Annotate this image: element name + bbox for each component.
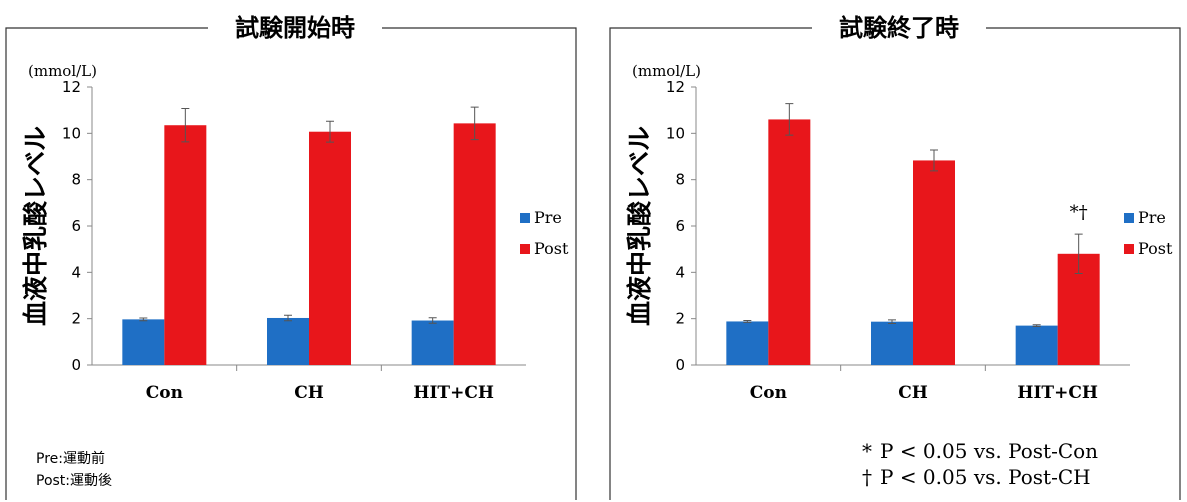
y-unit-label: (mmol/L): [632, 62, 701, 80]
error-bar: [1032, 324, 1041, 328]
bar-pre: [267, 317, 309, 365]
chart-start: 試験開始時 (mmol/L) 血液中乳酸レベル 0 2 4 6 8 10 12 Con CH HIT+C…: [5, 14, 577, 500]
bar-pre: [871, 321, 913, 365]
x-tick-label: CH: [294, 383, 324, 403]
y-tick-label: 0: [675, 356, 685, 374]
x-tick-label: CH: [898, 383, 928, 403]
footnote-significance: * P < 0.05 vs. Post-Con † P < 0.05 vs. Pos…: [862, 438, 1098, 490]
y-axis-title: 血液中乳酸レベル: [21, 126, 50, 326]
footnote-sig-1: * P < 0.05 vs. Post-Con: [862, 438, 1098, 464]
bar-post: [164, 125, 207, 365]
bar-post: [768, 119, 811, 365]
y-tick-label: 4: [675, 263, 685, 281]
error-bar: [785, 103, 794, 136]
error-bar: [181, 108, 190, 143]
bar-pre: [1015, 325, 1058, 365]
y-tick-label: 10: [62, 124, 81, 142]
footnote-sig-2-text: P < 0.05 vs. Post-CH: [880, 465, 1091, 489]
y-tick-label: 6: [675, 217, 685, 235]
bar-pre: [411, 320, 454, 365]
footnote-sig-2-symbol: †: [862, 465, 872, 489]
footnote-post: Post:運動後: [36, 473, 113, 489]
footnote-sig-1-symbol: *: [862, 439, 872, 463]
error-bar: [139, 317, 148, 322]
error-bar: [930, 149, 938, 172]
y-tick-label: 10: [666, 124, 685, 142]
y-tick-label: 6: [71, 217, 81, 235]
legend-label-post: Post: [1138, 239, 1173, 258]
bar-pre: [122, 319, 165, 365]
y-tick-label: 12: [62, 78, 81, 96]
legend-swatch-post: [520, 244, 530, 254]
y-axis-title: 血液中乳酸レベル: [625, 126, 654, 326]
error-bar: [326, 120, 334, 143]
y-tick-label: 0: [71, 356, 81, 374]
legend-label-post: Post: [534, 239, 569, 258]
y-tick-label: 12: [666, 78, 685, 96]
y-tick-label: 8: [71, 171, 81, 189]
legend-swatch-post: [1124, 244, 1134, 254]
legend-label-pre: Pre: [1138, 208, 1166, 227]
legend-swatch-pre: [1124, 213, 1134, 223]
legend-label-pre: Pre: [534, 208, 562, 227]
bar-post: [453, 123, 496, 365]
error-bar: [1074, 233, 1083, 274]
panel-frame: [609, 27, 1181, 500]
error-bar: [428, 317, 437, 324]
footnote-legend: Pre:運動前 Post:運動後: [36, 448, 112, 492]
x-tick-label: HIT+CH: [413, 383, 494, 403]
chart-end: 試験終了時 (mmol/L) 血液中乳酸レベル 0 2 4 6 8 10 12 Con CH HIT+C…: [609, 14, 1181, 500]
significance-marker: *†: [1070, 202, 1088, 223]
panel-start: 試験開始時 (mmol/L) 血液中乳酸レベル 0 2 4 6 8 10 12 Con CH HIT+C…: [0, 0, 580, 502]
x-tick-label: HIT+CH: [1017, 383, 1098, 403]
bar-post: [309, 131, 351, 365]
chart-title: 試験終了時: [839, 14, 959, 42]
footnote-pre: Pre:運動前: [36, 451, 105, 467]
error-bar: [470, 106, 479, 141]
x-tick-label: Con: [750, 383, 787, 403]
chart-title: 試験開始時: [235, 14, 355, 42]
panel-frame: [5, 27, 577, 500]
y-unit-label: (mmol/L): [28, 62, 97, 80]
y-tick-label: 2: [71, 310, 81, 328]
footnote-sig-1-text: P < 0.05 vs. Post-Con: [880, 439, 1099, 463]
y-tick-label: 4: [71, 263, 81, 281]
error-bar: [284, 314, 292, 322]
error-bar: [888, 319, 896, 325]
bar-post: [913, 160, 955, 365]
y-tick-label: 8: [675, 171, 685, 189]
x-tick-label: Con: [146, 383, 183, 403]
bar-pre: [726, 321, 769, 365]
legend-swatch-pre: [520, 213, 530, 223]
error-bar: [743, 320, 752, 323]
footnote-sig-2: † P < 0.05 vs. Post-CH: [862, 464, 1098, 490]
panel-end: 試験終了時 (mmol/L) 血液中乳酸レベル 0 2 4 6 8 10 12 Con CH HIT+C…: [604, 0, 1184, 502]
y-tick-label: 2: [675, 310, 685, 328]
